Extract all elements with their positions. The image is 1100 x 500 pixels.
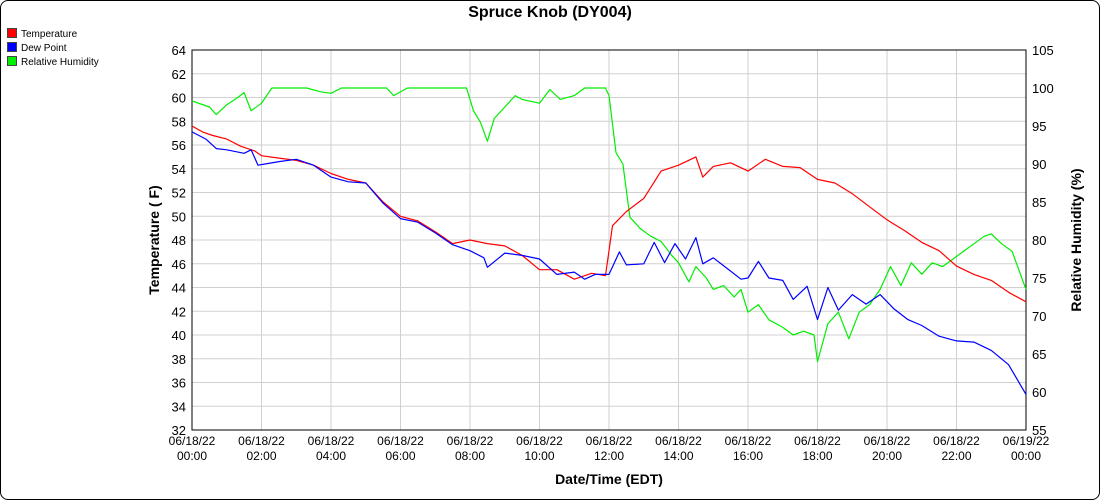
x-tick-date-label: 06/18/22	[864, 434, 911, 448]
y-right-tick-label: 80	[1032, 233, 1046, 248]
plot-border	[191, 49, 1027, 431]
x-tick-time-label: 08:00	[455, 449, 485, 463]
y-right-tick-label: 70	[1032, 309, 1046, 324]
x-tick-time-label: 06:00	[385, 449, 415, 463]
legend: Temperature Dew Point Relative Humidity	[7, 28, 99, 70]
y-left-tick-label: 32	[172, 423, 186, 438]
y-left-tick-label: 58	[172, 114, 186, 129]
legend-label-temperature: Temperature	[21, 29, 78, 40]
y-left-tick-label: 52	[172, 186, 186, 201]
y-right-tick-label: 75	[1032, 271, 1046, 286]
y-left-tick-label: 62	[172, 67, 186, 82]
y-right-tick-label: 55	[1032, 423, 1046, 438]
y-left-tick-label: 44	[172, 281, 186, 296]
legend-swatch-relative-humidity	[7, 56, 17, 66]
x-tick-date-label: 06/18/22	[308, 434, 355, 448]
x-tick-date-label: 06/19/22	[1003, 434, 1050, 448]
x-tick-date-label: 06/18/22	[794, 434, 841, 448]
x-tick-date-label: 06/18/22	[377, 434, 424, 448]
x-tick-time-label: 00:00	[1011, 449, 1041, 463]
y-axis-right-title: Relative Humidity (%)	[1068, 168, 1084, 311]
x-tick-time-label: 20:00	[872, 449, 902, 463]
y-left-tick-label: 34	[172, 399, 186, 414]
x-tick-time-label: 00:00	[177, 449, 207, 463]
legend-item-dew-point: Dew Point	[7, 42, 99, 56]
legend-label-relative-humidity: Relative Humidity	[21, 57, 99, 68]
tick-layer: 32 34 36 38 40 42 44 46 48 50 52 54 56 58 60 62 64 55 60 65…	[169, 43, 1054, 463]
x-tick-time-label: 14:00	[663, 449, 693, 463]
x-tick-date-label: 06/18/22	[655, 434, 702, 448]
x-tick-date-label: 06/18/22	[725, 434, 772, 448]
x-tick-time-label: 10:00	[524, 449, 554, 463]
legend-item-temperature: Temperature	[7, 28, 99, 42]
y-left-tick-label: 42	[172, 304, 186, 319]
legend-swatch-temperature	[7, 28, 17, 38]
y-right-tick-label: 105	[1032, 43, 1054, 58]
x-tick-date-label: 06/18/22	[169, 434, 216, 448]
legend-swatch-dew-point	[7, 42, 17, 52]
x-tick-date-label: 06/18/22	[447, 434, 494, 448]
y-right-tick-label: 65	[1032, 347, 1046, 362]
y-left-tick-label: 46	[172, 257, 186, 272]
grid	[192, 50, 1026, 430]
y-right-tick-label: 90	[1032, 157, 1046, 172]
x-tick-time-label: 02:00	[246, 449, 276, 463]
y-left-tick-label: 50	[172, 209, 186, 224]
series-line-dew-point	[191, 131, 1027, 395]
x-tick-time-label: 12:00	[594, 449, 624, 463]
x-tick-date-label: 06/18/22	[238, 434, 285, 448]
x-tick-date-label: 06/18/22	[516, 434, 563, 448]
y-left-tick-label: 40	[172, 328, 186, 343]
y-axis-left-title: Temperature ( F)	[146, 185, 162, 294]
y-left-tick-label: 48	[172, 233, 186, 248]
x-tick-time-label: 16:00	[733, 449, 763, 463]
y-right-tick-label: 95	[1032, 119, 1046, 134]
series-layer	[191, 87, 1027, 395]
y-left-tick-label: 64	[172, 43, 186, 58]
x-tick-time-label: 04:00	[316, 449, 346, 463]
x-tick-time-label: 22:00	[941, 449, 971, 463]
x-tick-date-label: 06/18/22	[586, 434, 633, 448]
y-right-tick-label: 85	[1032, 195, 1046, 210]
legend-label-dew-point: Dew Point	[21, 43, 67, 54]
legend-item-relative-humidity: Relative Humidity	[7, 56, 99, 70]
y-left-tick-label: 38	[172, 352, 186, 367]
y-left-tick-label: 60	[172, 91, 186, 106]
y-left-tick-label: 56	[172, 138, 186, 153]
x-axis-title: Date/Time (EDT)	[555, 471, 663, 487]
x-tick-time-label: 18:00	[802, 449, 832, 463]
series-line-relative-humidity	[191, 87, 1027, 363]
chart-title: Spruce Knob (DY004)	[468, 4, 632, 21]
y-right-tick-label: 60	[1032, 385, 1046, 400]
y-right-tick-label: 100	[1032, 81, 1054, 96]
x-tick-date-label: 06/18/22	[933, 434, 980, 448]
y-left-tick-label: 36	[172, 376, 186, 391]
y-left-tick-label: 54	[172, 162, 186, 177]
